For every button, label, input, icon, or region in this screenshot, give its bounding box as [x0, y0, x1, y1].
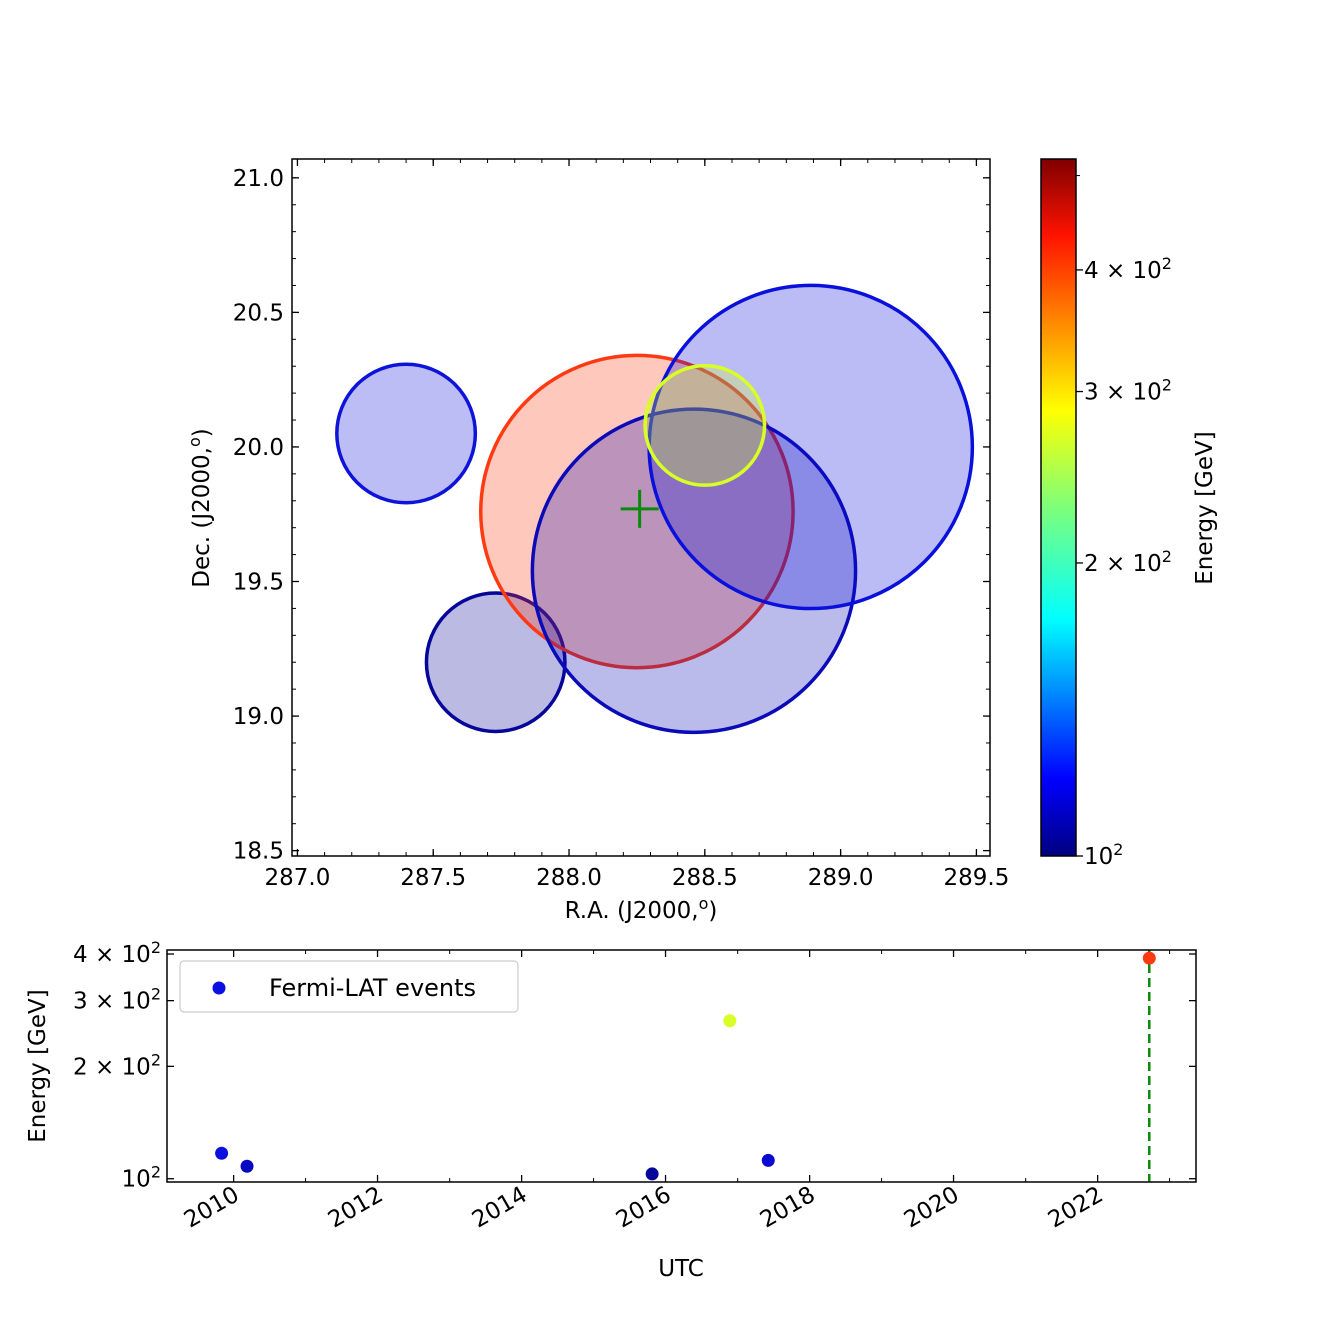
sky-y-tick-label: 18.5	[233, 839, 284, 865]
timeline-panel: 2010 2012 2014 2016 2018 2020 2022 102 2 × 102 3 …	[25, 938, 1197, 1282]
colorbar-tick-label: 102	[1084, 840, 1123, 870]
timeline-points	[215, 950, 1156, 1182]
error-circle-6	[643, 363, 767, 487]
error-circle-4	[530, 407, 858, 735]
timeline-y-axis-label: Energy [GeV]	[25, 989, 51, 1143]
sky-y-axis-label: Dec. (J2000,o)	[185, 428, 215, 588]
sky-plot-frame	[291, 158, 991, 857]
error-circle-1	[335, 362, 478, 505]
error-circle-3	[479, 353, 795, 670]
sky-x-tick-label: 287.0	[265, 865, 331, 891]
legend-box	[179, 960, 519, 1013]
sky-y-tick-label: 20.5	[233, 300, 284, 326]
sky-circles	[335, 283, 975, 735]
timeline-x-tick-label: 2018	[756, 1182, 820, 1234]
event-point-2	[240, 1159, 254, 1173]
colorbar-gradient	[1040, 158, 1077, 857]
timeline-x-tick-label: 2016	[612, 1182, 676, 1234]
event-point-6	[1142, 951, 1156, 965]
timeline-x-tick-label: 2012	[324, 1182, 388, 1234]
timeline-x-tick-label: 2014	[468, 1182, 532, 1234]
timeline-y-tick-label: 2 × 102	[73, 1050, 161, 1080]
timeline-y-tick-label: 3 × 102	[73, 985, 161, 1015]
timeline-y-tick-label: 102	[122, 1163, 161, 1193]
event-point-1	[215, 1146, 229, 1160]
event-point-3	[645, 1167, 659, 1181]
legend-label: Fermi-LAT events	[269, 974, 476, 1002]
colorbar: 102 2 × 102 3 × 102 4 × 102 Energy [GeV]	[1040, 158, 1218, 870]
sky-y-tick-label: 21.0	[233, 166, 284, 192]
colorbar-tick-label: 2 × 102	[1084, 547, 1172, 577]
colorbar-tick-label: 3 × 102	[1084, 376, 1172, 406]
source-position-marker	[620, 489, 659, 528]
sky-y-tick-label: 19.0	[233, 704, 284, 730]
sky-y-tick-label: 19.5	[233, 570, 284, 596]
sky-x-tick-label: 289.5	[943, 865, 1009, 891]
event-point-4	[723, 1014, 737, 1028]
colorbar-ticks: 102 2 × 102 3 × 102 4 × 102	[1076, 175, 1172, 870]
timeline-y-tick-label: 4 × 102	[73, 938, 161, 968]
timeline-x-tick-label: 2022	[1044, 1182, 1108, 1234]
legend-marker	[212, 981, 226, 995]
timeline-x-axis-label: UTC	[658, 1256, 704, 1282]
event-point-5	[761, 1153, 775, 1167]
sky-x-tick-label: 287.5	[400, 865, 466, 891]
timeline-x-tick-label: 2010	[180, 1182, 244, 1234]
sky-axis-ticks: 287.0 287.5 288.0 288.5 289.0 289.5 18.5 19.0 19…	[233, 159, 1009, 891]
sky-map-panel: 287.0 287.5 288.0 288.5 289.0 289.5 18.5 19.0 19…	[185, 158, 1009, 924]
colorbar-tick-label: 4 × 102	[1084, 254, 1172, 284]
timeline-plot-frame	[166, 949, 1197, 1183]
colorbar-label: Energy [GeV]	[1192, 431, 1218, 585]
sky-x-axis-label: R.A. (J2000,o)	[565, 894, 718, 924]
sky-y-tick-label: 20.0	[233, 435, 284, 461]
sky-x-tick-label: 289.0	[808, 865, 874, 891]
timeline-x-tick-label: 2020	[900, 1182, 964, 1234]
sky-x-tick-label: 288.5	[672, 865, 738, 891]
sky-x-tick-label: 288.0	[536, 865, 602, 891]
legend: Fermi-LAT events	[179, 960, 519, 1013]
